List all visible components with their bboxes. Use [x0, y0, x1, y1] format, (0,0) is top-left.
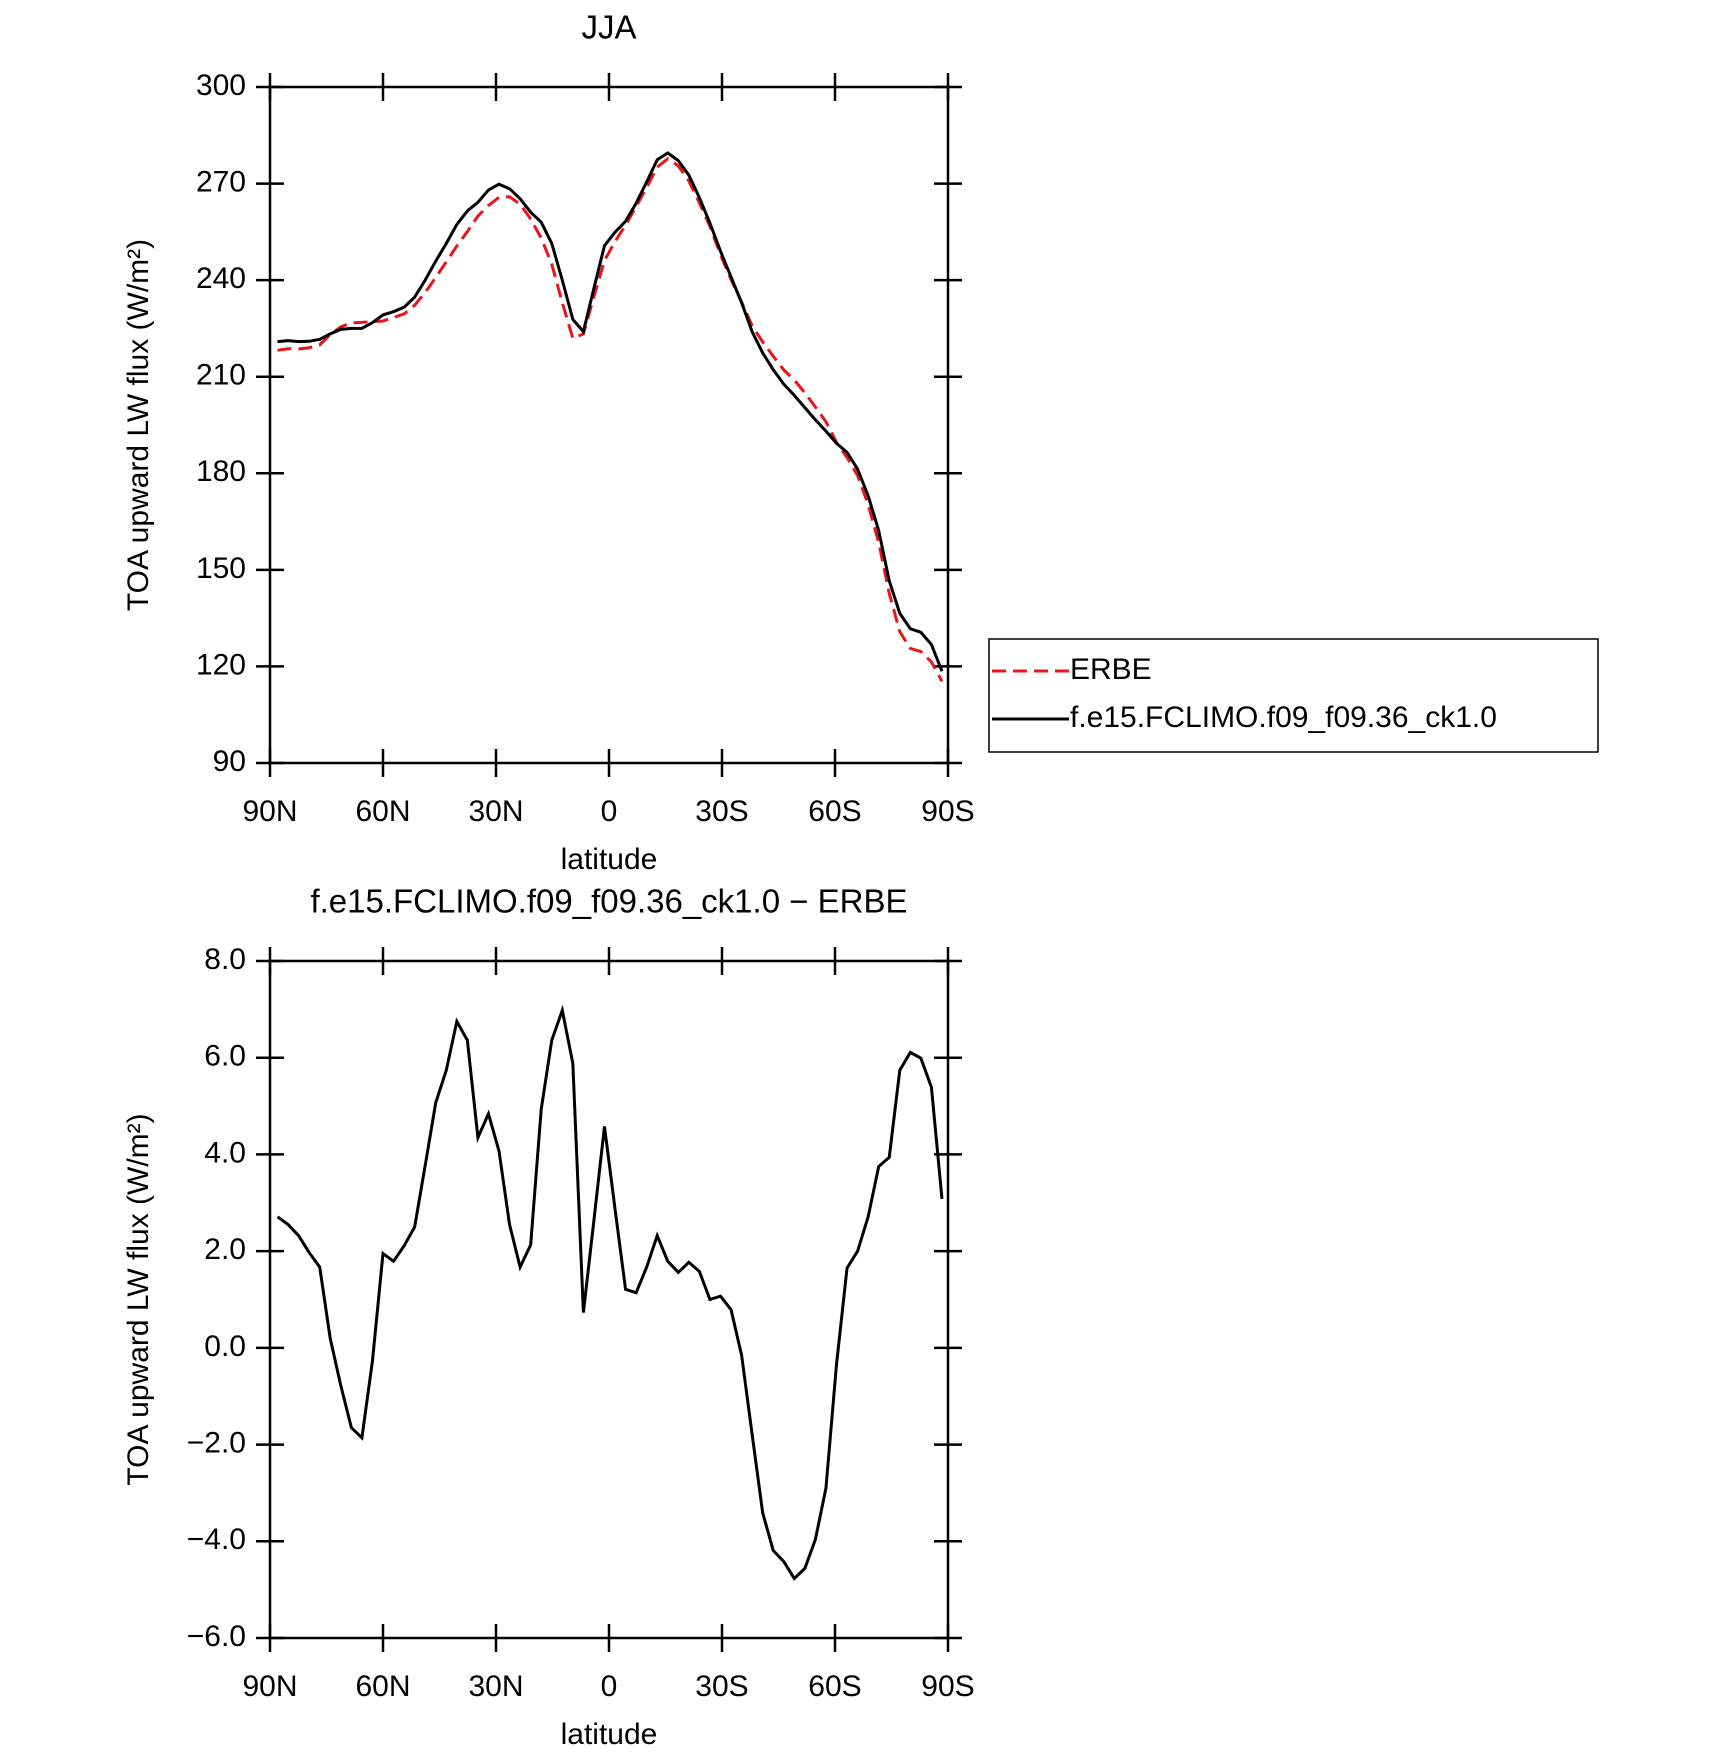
data-line [277, 151, 944, 672]
x-tick-label: 60S [808, 795, 861, 828]
y-tick-label: 8.0 [204, 943, 246, 976]
legend-box [988, 638, 1599, 753]
x-tick-label: 30N [468, 1670, 523, 1703]
x-tick-label: 0 [601, 795, 618, 828]
y-axis-label: TOA upward LW flux (W/m²) [122, 239, 155, 611]
y-tick-label: 240 [196, 262, 246, 295]
y-tick-label: 300 [196, 69, 246, 102]
y-tick-label: −2.0 [187, 1426, 246, 1459]
y-tick-label: 6.0 [204, 1040, 246, 1073]
chart-title: JJA [581, 9, 636, 46]
y-tick-label: 120 [196, 648, 246, 681]
x-axis-label: latitude [561, 1718, 658, 1751]
y-tick-label: 270 [196, 165, 246, 198]
x-tick-label: 0 [601, 1670, 618, 1703]
x-tick-label: 90S [921, 1670, 974, 1703]
legend-label: ERBE [1070, 653, 1152, 686]
x-tick-label: 90S [921, 795, 974, 828]
y-tick-label: 210 [196, 359, 246, 392]
y-tick-label: 4.0 [204, 1136, 246, 1169]
x-tick-label: 30S [695, 795, 748, 828]
x-tick-label: 30S [695, 1670, 748, 1703]
y-tick-label: 150 [196, 552, 246, 585]
data-line [277, 156, 944, 682]
y-tick-label: −6.0 [187, 1620, 246, 1653]
y-tick-label: 2.0 [204, 1233, 246, 1266]
x-tick-label: 90N [242, 1670, 297, 1703]
x-tick-label: 60S [808, 1670, 861, 1703]
legend-label: f.e15.FCLIMO.f09_f09.36_ck1.0 [1070, 701, 1497, 734]
x-axis-label: latitude [561, 843, 658, 876]
y-tick-label: 90 [213, 745, 246, 778]
y-axis-label: TOA upward LW flux (W/m²) [122, 1113, 155, 1485]
y-tick-label: 180 [196, 455, 246, 488]
x-tick-label: 60N [355, 1670, 410, 1703]
x-tick-label: 60N [355, 795, 410, 828]
y-tick-label: −4.0 [187, 1523, 246, 1556]
x-tick-label: 90N [242, 795, 297, 828]
x-tick-label: 30N [468, 795, 523, 828]
chart-title: f.e15.FCLIMO.f09_f09.36_ck1.0 − ERBE [310, 883, 907, 920]
data-line [276, 1004, 944, 1581]
plot-frame [268, 85, 950, 765]
y-tick-label: 0.0 [204, 1330, 246, 1363]
plot-frame [268, 959, 950, 1640]
